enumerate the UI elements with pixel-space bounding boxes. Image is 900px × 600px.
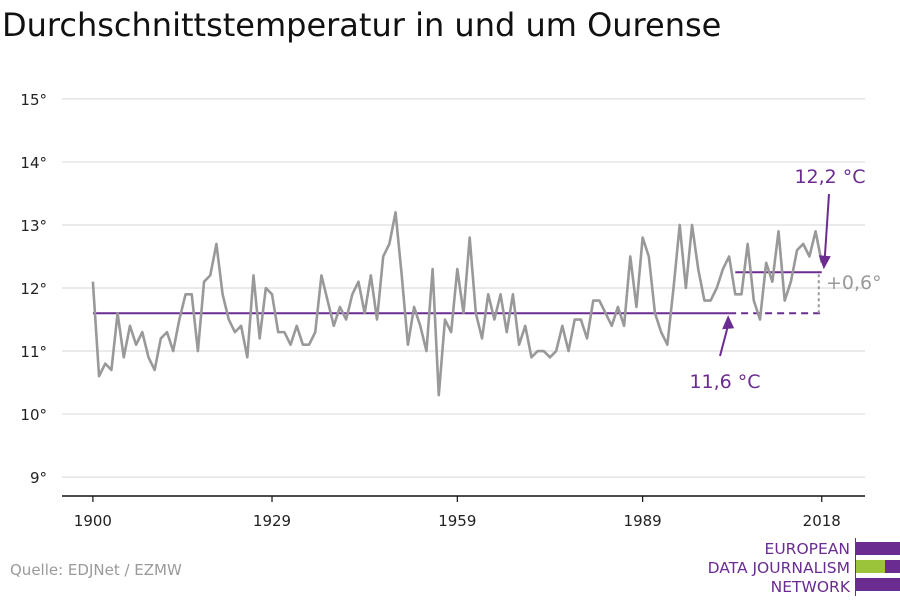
average-arrow-head <box>722 315 735 330</box>
x-tick-label: 1929 <box>253 512 291 530</box>
y-tick-label: 15° <box>20 91 47 109</box>
logo-separator <box>855 538 856 596</box>
x-tick-label: 1900 <box>74 512 112 530</box>
recent-average-label-12-2: 12,2 °C <box>794 166 865 188</box>
logo-bar-purple-bottom <box>856 578 900 591</box>
y-tick-label: 12° <box>20 280 47 298</box>
x-tick-label: 2018 <box>803 512 841 530</box>
logo-text-data-journalism: DATA JOURNALISM <box>707 559 850 577</box>
logo-text-network: NETWORK <box>770 578 850 596</box>
logo-text-european: EUROPEAN <box>764 540 850 558</box>
temperature-series-line <box>91 211 824 397</box>
difference-label: +0,6° <box>826 272 882 294</box>
logo-bar-purple-top <box>856 542 900 555</box>
source-note: Quelle: EDJNet / EZMW <box>10 561 182 579</box>
annotations: 11,6 °C 12,2 °C +0,6° <box>689 166 881 393</box>
grid-layer <box>62 98 865 497</box>
x-tick-label: 1959 <box>438 512 476 530</box>
y-tick-labels: 9° 10° 11° 12° 13° 14° 15° <box>20 91 47 487</box>
average-arrow-shaft <box>719 324 730 357</box>
chart-title: Durchschnittstemperatur in und um Ourens… <box>2 6 722 44</box>
logo-bar-green <box>856 560 885 573</box>
average-label-11-6: 11,6 °C <box>689 371 760 393</box>
recent-arrow-head <box>818 255 831 270</box>
series-layer <box>91 211 824 397</box>
y-tick-label: 13° <box>20 217 47 235</box>
y-tick-label: 10° <box>20 406 47 424</box>
y-tick-label: 14° <box>20 154 47 172</box>
y-tick-label: 11° <box>20 343 47 361</box>
edjnet-logo: EUROPEAN DATA JOURNALISM NETWORK <box>690 538 900 596</box>
recent-arrow-shaft <box>823 193 830 259</box>
x-tick-labels: 1900 1929 1959 1989 2018 <box>74 496 841 530</box>
x-tick-label: 1989 <box>624 512 662 530</box>
y-tick-label: 9° <box>30 469 47 487</box>
